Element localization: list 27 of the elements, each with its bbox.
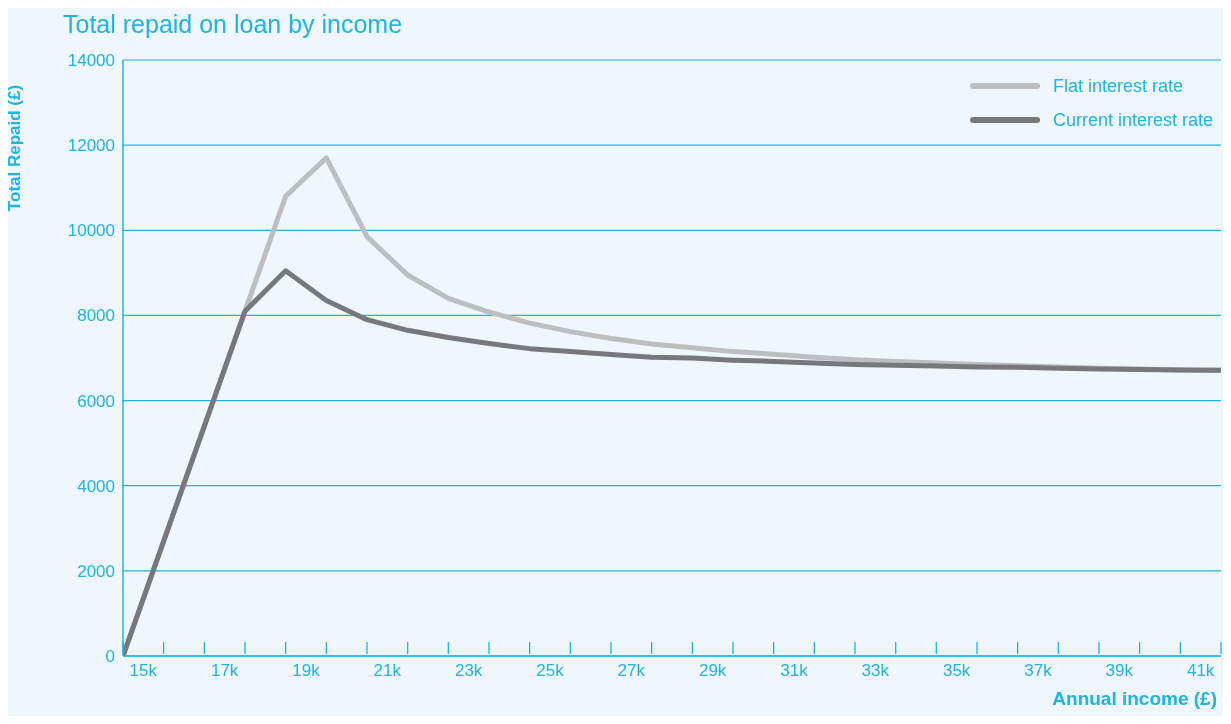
x-tick-label: 17k: [210, 661, 239, 680]
y-tick-label: 0: [105, 647, 115, 667]
y-tick-label: 8000: [77, 306, 115, 326]
x-tick-label: 39k: [1105, 661, 1134, 680]
y-tick-label: 10000: [67, 221, 115, 241]
y-tick-label: 4000: [77, 476, 115, 496]
x-tick-label: 15k: [129, 661, 158, 680]
legend-label: Flat interest rate: [1051, 74, 1184, 98]
legend-label: Current interest rate: [1051, 108, 1213, 132]
y-axis-title: Total Repaid (£): [5, 83, 25, 214]
x-tick-label: 25k: [536, 661, 565, 680]
x-tick-label: 35k: [942, 661, 971, 680]
x-tick-label: 31k: [780, 661, 809, 680]
x-tick-label: 29k: [698, 661, 727, 680]
x-tick-label: 27k: [617, 661, 646, 680]
y-tick-label: 12000: [67, 136, 115, 156]
x-tick-label: 23k: [454, 661, 483, 680]
x-tick-label: 33k: [861, 661, 890, 680]
y-tick-label: 2000: [77, 561, 115, 581]
x-tick-label: 21k: [373, 661, 402, 680]
chart-title: Total repaid on loan by income: [63, 10, 403, 39]
x-tick-label: 41k: [1186, 661, 1215, 680]
x-tick-label: 37k: [1024, 661, 1053, 680]
y-tick-label: 6000: [77, 391, 115, 411]
x-tick-label: 19k: [292, 661, 321, 680]
x-axis-title: Annual income (£): [1052, 688, 1217, 710]
y-tick-label: 14000: [67, 51, 115, 71]
